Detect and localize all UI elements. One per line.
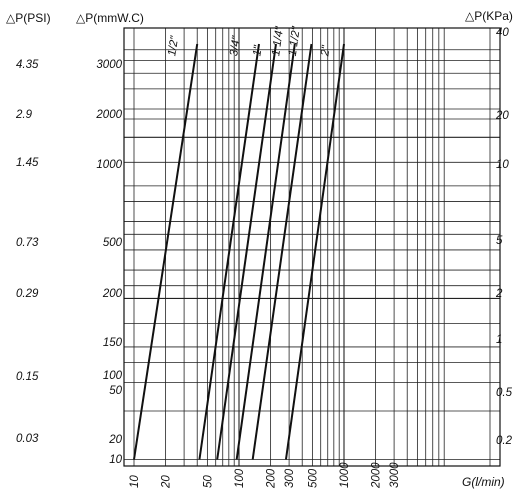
kpa-tick-label: 20 [495,110,509,122]
grid [124,28,500,466]
series-line [284,43,345,460]
x-tick-label: 500 [307,468,319,488]
kpa-tick-label: 1 [496,334,502,346]
x-tick-label: 10 [129,475,141,488]
mmwc-tick-label: 150 [103,337,123,349]
x-tick-label: 300 [284,468,296,488]
series-label: 1 1/2" [287,25,303,57]
series-line [133,43,199,460]
mmwc-axis-title: △P(mmW.C) [76,11,144,25]
mmwc-tick-label: 2000 [95,109,122,121]
kpa-tick-label: 40 [496,27,509,39]
kpa-tick-label: 10 [496,159,509,171]
mmwc-tick-label: 10 [109,454,122,466]
x-tick-label: 50 [202,475,214,488]
x-axis-label: G(l/min) [462,475,505,489]
series-label: 1" [251,44,264,57]
kpa-axis-title: △P(KPa) [465,9,513,23]
mmwc-tick-label: 3000 [96,59,122,71]
psi-tick-labels: 4.35 2.9 1.45 0.73 0.29 0.15 0.03 [15,59,39,445]
x-tick-labels: 10 20 50 100 200 300 500 1000 2000 3000 [129,462,401,489]
series-label: 1 1/4" [270,25,286,57]
series-label: 2" [319,44,333,58]
x-tick-label: 100 [234,468,246,488]
kpa-tick-label: 0.5 [496,387,513,399]
kpa-tick-label: 0.2 [496,435,513,447]
psi-tick-label: 1.45 [16,157,39,169]
x-tick-label: 20 [161,475,173,489]
series-line [198,43,260,460]
psi-tick-label: 2.9 [15,109,33,121]
series-line [216,43,277,460]
x-tick-label: 2000 [371,462,383,489]
x-tick-label: 200 [266,468,278,489]
horizontal-grid-lines [124,49,500,460]
mmwc-tick-label: 20 [108,434,122,446]
psi-tick-label: 0.29 [16,288,39,300]
psi-tick-label: 4.35 [16,59,39,71]
mmwc-tick-label: 50 [109,385,122,397]
psi-tick-label: 0.03 [16,433,39,445]
x-tick-label: 3000 [389,462,401,488]
vertical-grid-lines [133,28,491,466]
series-label: 3/4" [228,34,243,56]
mmwc-tick-label: 500 [103,237,123,249]
plot-frame [123,27,501,467]
kpa-tick-label: 2 [495,288,503,300]
series-line [235,43,296,460]
mmwc-tick-label: 100 [103,370,123,382]
series-label: 1/2" [166,34,181,57]
series-line [251,43,313,460]
mmwc-tick-label: 200 [102,288,123,300]
pipe-size-curves: 1/2" 3/4" 1" 1 1/4" 1 1/2" 2" [133,25,345,460]
mmwc-tick-label: 1000 [96,159,122,171]
kpa-tick-labels: 40 20 10 5 2 1 0.5 0.2 [495,27,513,447]
mmwc-tick-labels: 3000 2000 1000 500 200 150 100 50 20 10 [95,59,122,466]
psi-axis-title: △P(PSI) [6,11,51,25]
psi-tick-label: 0.73 [16,237,39,249]
x-tick-label: 1000 [339,462,351,488]
psi-tick-label: 0.15 [16,371,39,383]
kpa-tick-label: 5 [496,235,503,247]
